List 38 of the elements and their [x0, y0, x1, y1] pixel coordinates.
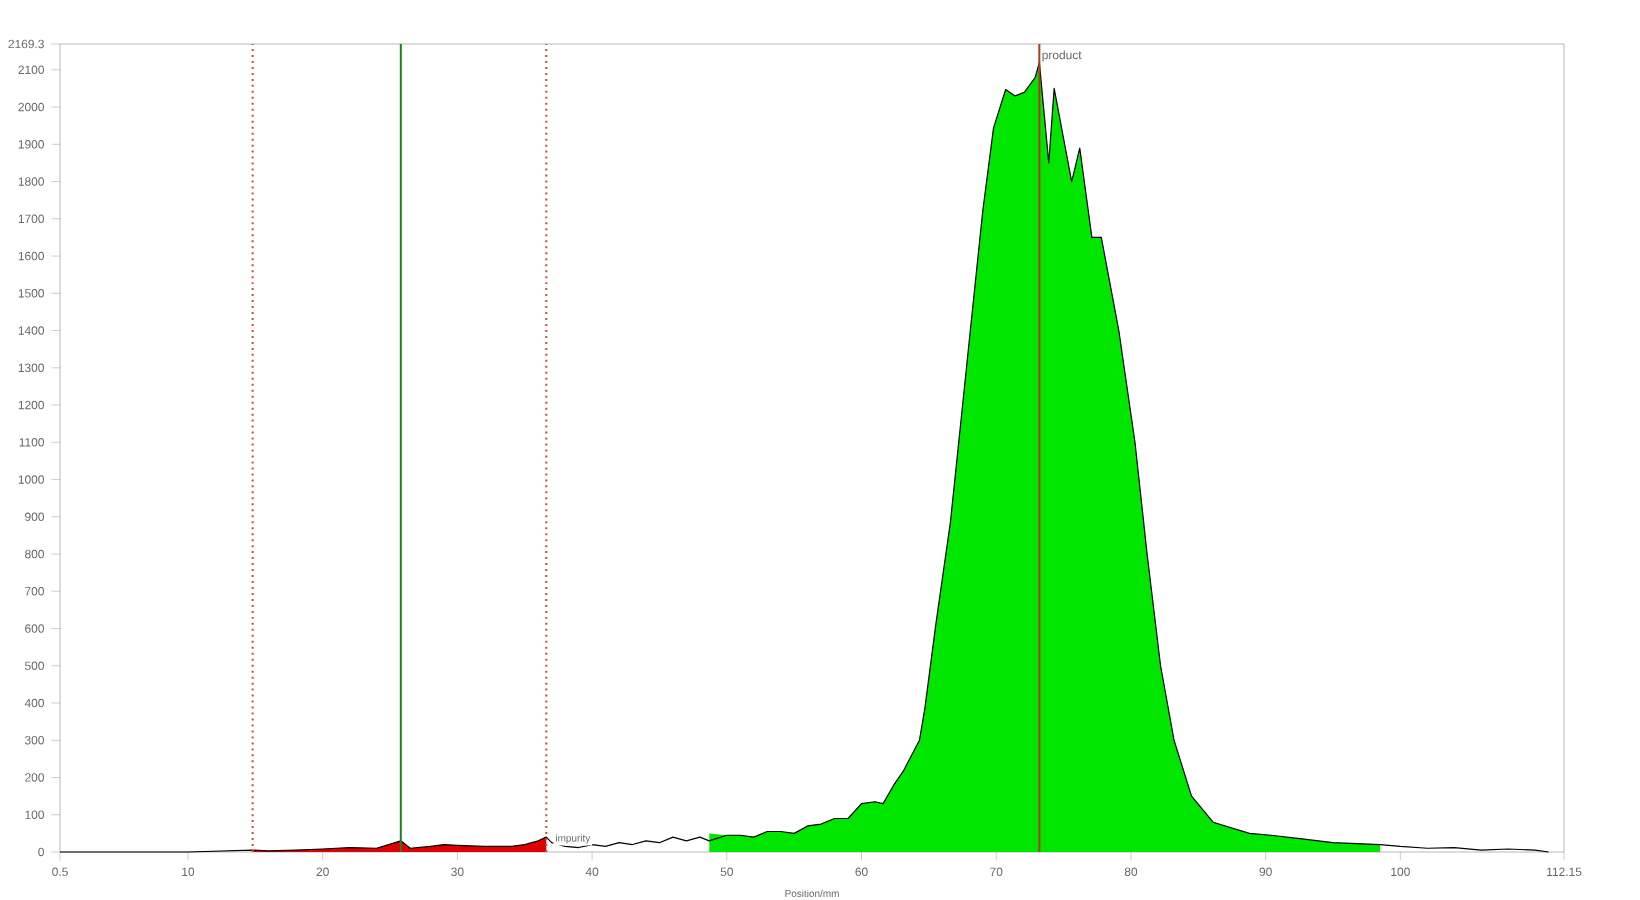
y-tick-label: 300 [24, 736, 44, 745]
x-tick-label: 100 [1391, 867, 1410, 877]
y-tick-label: 1100 [19, 438, 44, 447]
y-tick-label: 600 [25, 624, 44, 633]
y-tick-label: 1500 [18, 289, 44, 298]
y-tick-label: 1600 [18, 251, 44, 261]
x-tick-label: 70 [990, 867, 1003, 877]
y-tick-label: 200 [25, 773, 44, 782]
y-tick-label: 1300 [18, 363, 44, 373]
y-tick-label: 1700 [18, 214, 44, 224]
y-tick-label: 400 [24, 698, 44, 708]
x-tick-label: 30 [451, 867, 464, 877]
y-tick-label: 1800 [18, 177, 44, 186]
y-tick-label: 1000 [18, 475, 44, 484]
y-tick-label: 1200 [18, 400, 44, 410]
x-axis-title: Position/mm [785, 889, 839, 897]
x-tick-label: 112.15 [1547, 867, 1582, 877]
y-tick-label: 0 [38, 847, 44, 857]
ref-line-label: product [1042, 50, 1082, 62]
x-tick-label: 80 [1124, 867, 1138, 877]
y-tick-label: 800 [25, 549, 44, 559]
y-tick-label: 500 [24, 661, 44, 671]
x-tick-label: 0.5 [52, 867, 68, 877]
y-tick-label: 2169.3 [8, 39, 44, 49]
x-tick-label: 90 [1259, 867, 1272, 877]
x-tick-label: 60 [855, 867, 868, 877]
y-tick-label: 700 [25, 587, 44, 596]
x-tick-label: 50 [720, 867, 733, 877]
x-tick-label: 20 [316, 867, 329, 877]
y-tick-label: 1900 [18, 140, 44, 149]
y-tick-label: 2000 [18, 102, 44, 112]
y-tick-label: 2100 [18, 65, 44, 75]
y-tick-label: 100 [25, 810, 44, 819]
annotation: impurity [556, 834, 591, 844]
y-tick-label: 900 [25, 512, 44, 522]
x-tick-label: 10 [182, 867, 195, 877]
y-tick-label: 1400 [18, 326, 44, 335]
x-tick-label: 40 [585, 867, 599, 877]
